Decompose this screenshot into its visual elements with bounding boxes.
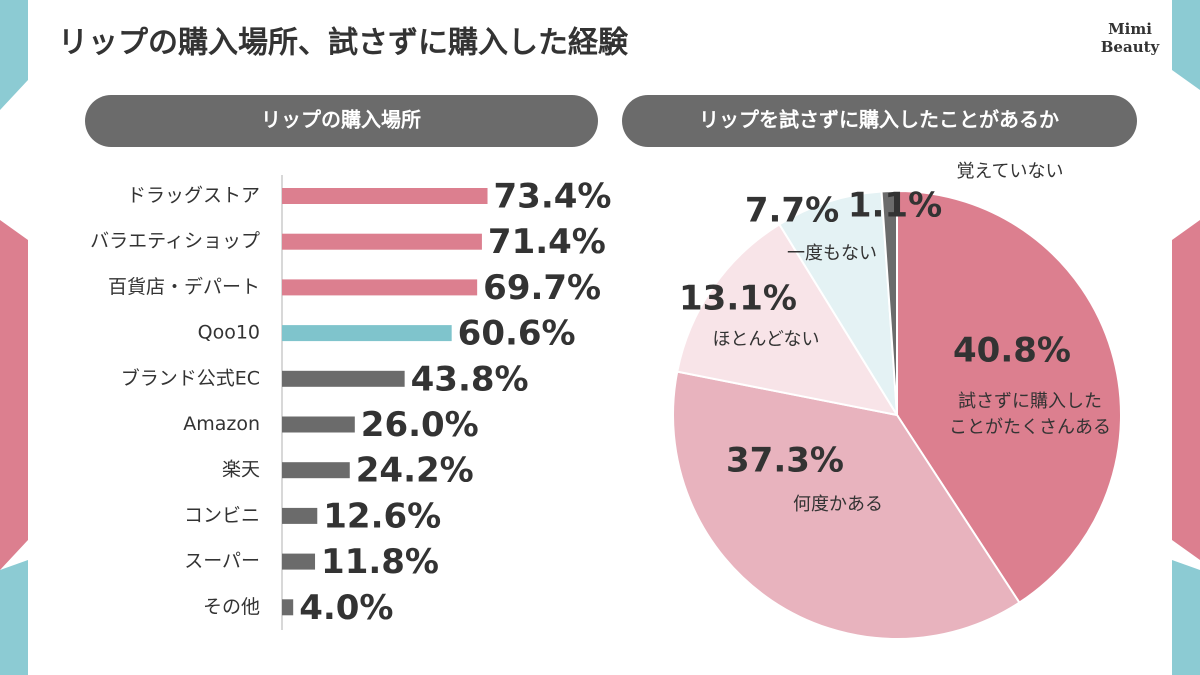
slice-label: ほとんどない — [712, 329, 819, 350]
category-label: コンビニ — [184, 504, 260, 526]
pie-slice — [672, 370, 1021, 640]
bar — [282, 279, 478, 296]
chart-title: リップの購入場所 — [261, 108, 421, 132]
pie-slice — [880, 189, 898, 416]
decoration — [1172, 220, 1200, 560]
slice-label: 一度もない — [787, 243, 877, 264]
decoration — [0, 560, 28, 675]
value-label: 71.4% — [488, 222, 606, 262]
category-label: バラエティショップ — [90, 230, 260, 252]
value-label: 1.1% — [848, 186, 942, 226]
value-label: 12.6% — [323, 496, 441, 536]
panel-header — [85, 95, 598, 147]
value-label: 26.0% — [361, 405, 479, 445]
logo: Mimi — [1108, 20, 1152, 38]
category-label: ブランド公式EC — [121, 366, 260, 389]
category-label: スーパー — [184, 550, 260, 572]
category-label: ドラッグストア — [127, 185, 260, 207]
chart-title: リップを試さずに購入したことがあるか — [699, 108, 1059, 132]
category-label: Qoo10 — [198, 322, 260, 344]
value-label: 73.4% — [494, 177, 612, 217]
category-label: その他 — [203, 596, 260, 618]
category-label: Amazon — [183, 413, 260, 435]
decoration — [0, 0, 28, 110]
value-label: 69.7% — [483, 268, 601, 308]
value-label: 11.8% — [321, 542, 439, 582]
bar — [282, 233, 482, 250]
panel-header — [622, 95, 1137, 147]
slice-label: 試さずに購入した — [958, 391, 1102, 412]
slice-label: 覚えていない — [956, 161, 1063, 182]
value-label: 60.6% — [458, 314, 576, 354]
slice-label: 何度かある — [793, 494, 883, 515]
value-label: 4.0% — [299, 588, 393, 628]
pie-slice — [676, 223, 900, 417]
bar — [282, 507, 318, 524]
bar — [282, 370, 405, 387]
value-label: 13.1% — [679, 279, 797, 319]
page-title: リップの購入場所、試さずに購入した経験 — [58, 26, 629, 61]
decoration — [0, 220, 28, 570]
bar — [282, 599, 294, 616]
category-label: 楽天 — [222, 459, 260, 481]
bar — [282, 325, 452, 342]
value-label: 7.7% — [745, 191, 839, 231]
bar — [282, 416, 355, 433]
value-label: 24.2% — [356, 451, 474, 491]
category-label: 百貨店・デパート — [108, 276, 260, 298]
value-label: 37.3% — [726, 441, 844, 481]
bar — [282, 462, 350, 479]
value-label: 43.8% — [411, 359, 529, 399]
value-label: 40.8% — [953, 331, 1071, 371]
slice-label: ことがたくさんある — [949, 417, 1111, 438]
decoration — [1172, 560, 1200, 675]
pie-slice — [777, 190, 898, 416]
bar — [282, 188, 488, 204]
logo: Beauty — [1101, 38, 1161, 56]
decoration — [1172, 0, 1200, 90]
bar — [282, 553, 316, 570]
